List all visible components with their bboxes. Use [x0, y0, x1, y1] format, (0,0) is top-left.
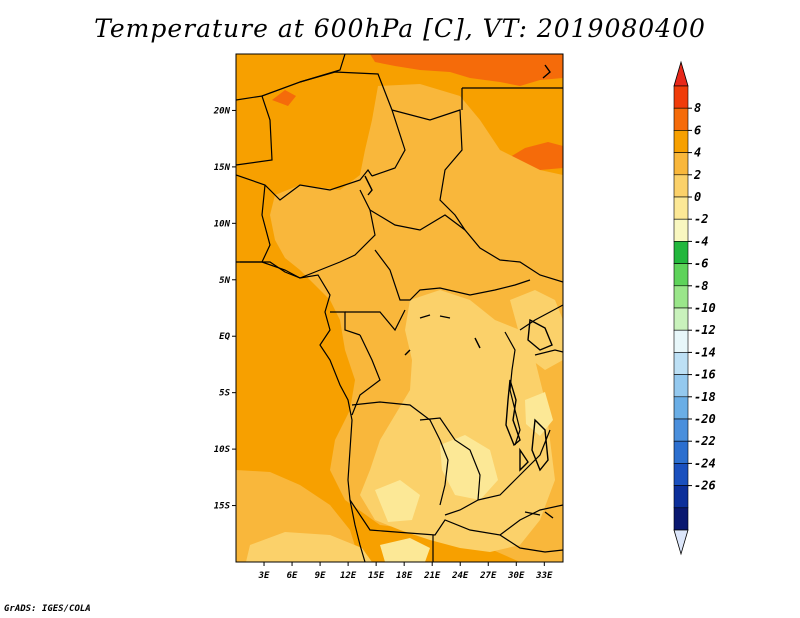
- lon-tick-label: 15E: [368, 571, 385, 581]
- lat-tick-label: 15N: [214, 163, 231, 173]
- colorbar-swatch: [673, 196, 689, 220]
- lon-tick-label: 30E: [507, 571, 525, 581]
- colorbar-tick-label: -10: [694, 301, 716, 315]
- colorbar-swatch: [673, 352, 689, 375]
- colorbar-swatch: [673, 463, 689, 486]
- colorbar-tick-label: -26: [694, 479, 716, 493]
- lat-tick-label: 10N: [214, 219, 231, 229]
- colorbar-tick-label: -18: [694, 390, 716, 404]
- lat-tick-label: 15S: [214, 502, 231, 512]
- lat-tick-label: 5N: [219, 276, 230, 286]
- colorbar-swatch: [673, 374, 689, 398]
- temperature-field: [236, 54, 563, 562]
- colorbar-swatch: [673, 285, 689, 309]
- colorbar-swatch: [673, 507, 689, 531]
- colorbar-swatch: [673, 107, 689, 131]
- chart-title: Temperature at 600hPa [C], VT: 201908040…: [94, 14, 706, 43]
- colorbar-swatch: [673, 396, 689, 420]
- lat-tick-label: EQ: [219, 332, 230, 342]
- field-warm-north: [370, 54, 563, 86]
- colorbar-tick-label: -24: [694, 456, 716, 470]
- lon-tick-label: 33E: [535, 571, 553, 581]
- lon-tick-label: 9E: [315, 571, 326, 581]
- lon-tick-label: 27E: [479, 571, 497, 581]
- lakes: [364, 64, 554, 519]
- colorbar-tick-label: -4: [694, 234, 708, 248]
- colorbar-tick-label: -16: [694, 368, 716, 382]
- colorbar-tick-label: 4: [694, 146, 701, 160]
- colorbar-swatch: [673, 130, 689, 153]
- lon-tick-label: 12E: [340, 571, 357, 581]
- field-coolest-pocket-2: [375, 480, 420, 522]
- lon-tick-label: 6E: [287, 571, 298, 581]
- colorbar: 8 6 4 2 0 -2 -4 -6 -8 -10 -12 -14 -16 -18 -20 -22 -24 -26: [673, 60, 716, 556]
- colorbar-swatch: [673, 440, 689, 464]
- colorbar-tick-label: -8: [694, 279, 708, 293]
- colorbar-tick-label: 2: [693, 168, 701, 182]
- field-cool-south: [360, 290, 555, 552]
- lat-tick-label: 5S: [219, 389, 230, 399]
- colorbar-swatch: [673, 418, 689, 442]
- colorbar-tick-label: -20: [694, 412, 716, 426]
- lon-tick-label: 3E: [258, 571, 270, 581]
- colorbar-tick-label: 6: [694, 123, 701, 137]
- colorbar-swatch: [673, 85, 689, 109]
- colorbar-tick-label: -22: [694, 434, 716, 448]
- latitude-axis: 20N 15N 10N 5N EQ 5S 10S 15S: [213, 106, 236, 512]
- credit-text: GrADS: IGES/COLA: [4, 604, 91, 614]
- map-frame: [235, 53, 564, 563]
- lat-tick-label: 20N: [213, 106, 231, 116]
- lon-tick-label: 21E: [423, 571, 441, 581]
- longitude-axis: 3E 6E 9E 12E 15E 18E 21E 24E 27E 30E 33E: [258, 562, 553, 581]
- coastline: [236, 261, 366, 562]
- colorbar-tick-label: 0: [694, 190, 701, 204]
- field-cool-southwest: [246, 532, 372, 562]
- colorbar-tick-label: -2: [694, 212, 708, 226]
- colorbar-swatch: [673, 218, 689, 242]
- colorbar-swatch: [673, 307, 689, 331]
- colorbar-swatch: [673, 263, 689, 287]
- lat-tick-label: 10S: [214, 445, 231, 455]
- colorbar-swatch: [673, 485, 689, 509]
- field-cool-lakes: [510, 290, 563, 370]
- colorbar-tick-label: 8: [694, 101, 701, 115]
- field-warm-patch-west: [272, 90, 296, 106]
- colorbar-tick-label: -12: [694, 323, 716, 337]
- colorbar-swatch: [673, 174, 689, 198]
- colorbar-tick-label: -14: [694, 345, 716, 359]
- lon-tick-label: 24E: [451, 571, 469, 581]
- colorbar-tick-label: -6: [694, 257, 708, 271]
- colorbar-top-arrow: [673, 60, 689, 87]
- field-coolest-pocket-3: [380, 538, 430, 562]
- field-coolest-pocket-4: [525, 392, 553, 436]
- colorbar-bottom-arrow: [673, 529, 689, 556]
- colorbar-swatch: [673, 152, 689, 176]
- colorbar-swatch: [673, 329, 689, 353]
- lon-tick-label: 18E: [396, 571, 413, 581]
- country-boundaries: [236, 54, 563, 562]
- colorbar-swatch: [673, 241, 689, 264]
- field-coolest-pocket-1: [440, 435, 498, 500]
